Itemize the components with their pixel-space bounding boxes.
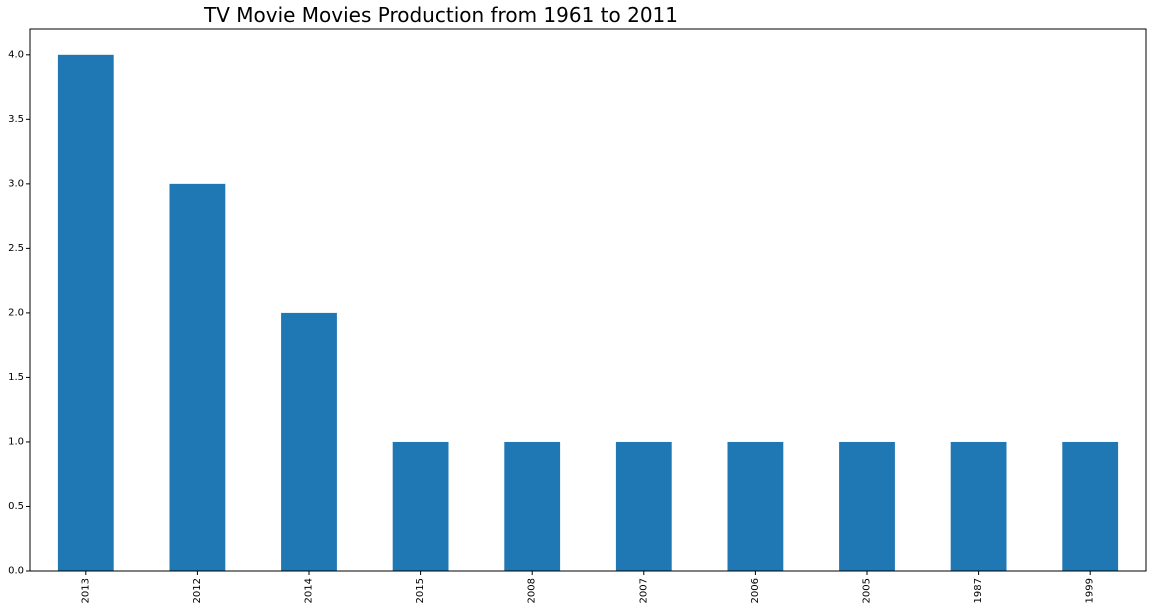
x-tick-label: 2006 [750,578,761,603]
x-axis: 2013 2012 2014 2015 2008 2007 2006 2005 1987 1999 [80,571,1096,603]
y-tick-label: 0.0 [8,566,24,577]
bar-2012 [169,183,226,572]
y-tick-label: 2.5 [8,243,24,254]
y-tick-label: 3.5 [8,114,24,125]
bar-2015 [392,441,449,571]
plot-frame [29,28,1147,572]
y-tick-label: 0.5 [8,501,24,512]
bar-2008 [504,441,561,571]
bars-layer [57,54,1119,572]
y-axis: 0.0 0.5 1.0 1.5 2.0 2.5 3.0 3.5 4.0 [8,49,30,577]
bar-2006 [727,441,784,571]
bar-1987 [950,441,1007,571]
x-tick-label: 1999 [1085,578,1096,603]
bar-2013 [57,54,114,572]
y-tick-label: 3.0 [8,178,24,189]
bar-2007 [615,441,672,571]
bar-1999 [1062,441,1119,571]
bar-2014 [281,312,337,571]
x-tick-label: 2007 [638,578,649,603]
x-tick-label: 2014 [304,578,315,603]
y-tick-label: 1.0 [8,436,24,447]
bar-2005 [839,441,895,571]
x-tick-label: 2013 [80,578,91,603]
x-tick-label: 2005 [862,578,873,603]
y-tick-label: 2.0 [8,307,24,318]
y-tick-label: 1.5 [8,372,24,383]
y-tick-label: 4.0 [8,49,24,60]
x-tick-label: 1987 [973,578,984,603]
x-tick-label: 2012 [192,578,203,603]
x-tick-label: 2008 [527,578,538,603]
x-tick-label: 2015 [415,578,426,603]
chart-title: TV Movie Movies Production from 1961 to … [203,3,678,27]
